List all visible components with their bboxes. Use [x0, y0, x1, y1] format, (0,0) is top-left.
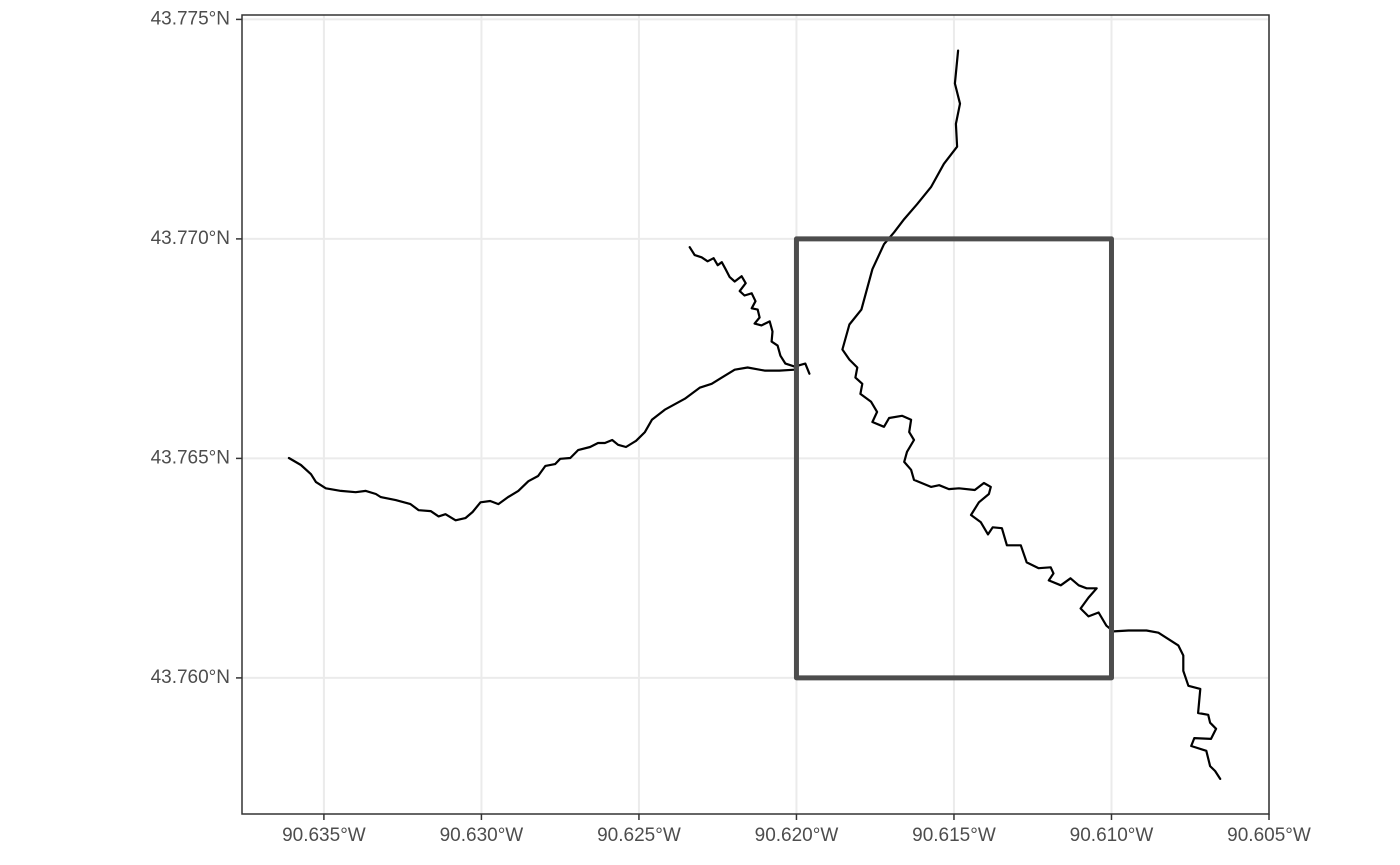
x-tick-label: 90.625°W — [597, 825, 681, 846]
x-tick-label: 90.630°W — [440, 825, 524, 846]
x-tick-label: 90.615°W — [912, 825, 996, 846]
stream-line — [841, 49, 1222, 780]
x-tick-label: 90.635°W — [282, 825, 366, 846]
bounding-box — [793, 236, 1114, 681]
y-tick-label: 43.765°N — [151, 447, 230, 468]
panel-background — [242, 15, 1269, 814]
x-tick-label: 90.605°W — [1227, 825, 1311, 846]
y-tick-label: 43.775°N — [151, 8, 230, 29]
stream-line — [688, 246, 811, 375]
panel-border — [241, 14, 1270, 815]
y-tick-label: 43.770°N — [151, 228, 230, 249]
stream-line — [287, 366, 796, 522]
y-tick-label: 43.760°N — [151, 667, 230, 688]
x-tick-label: 90.610°W — [1070, 825, 1154, 846]
x-tick-label: 90.620°W — [755, 825, 839, 846]
